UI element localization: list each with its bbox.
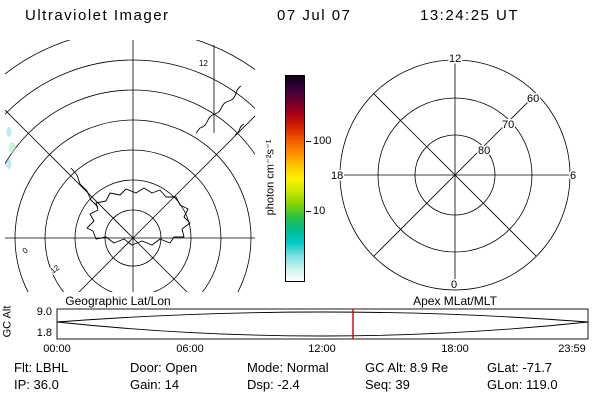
map-meridian-label-b: 12: [49, 263, 62, 276]
x-tick-0000: 00:00: [43, 343, 71, 355]
apex-polar-grid: 12 0 18 6 60 70 80: [330, 52, 578, 293]
coastline-fragment: [195, 85, 242, 134]
x-tick-2359: 23:59: [558, 343, 586, 355]
colorbar-gradient: [285, 75, 305, 282]
colorbar-tick-value: 100: [313, 135, 332, 147]
status-seq: Seq: 39: [365, 377, 410, 392]
x-tick-1200: 12:00: [308, 343, 336, 355]
header-date: 07 Jul 07: [277, 7, 352, 24]
antarctica-coastline: [86, 187, 191, 246]
aurora-emission-specks: [6, 127, 16, 169]
map-meridian-label-top: 12: [199, 59, 208, 68]
mlt-spokes: [340, 60, 570, 290]
orbit-lower-curve: [56, 321, 589, 337]
gc-alt-strip-chart: [56, 308, 589, 340]
mlat-label-70: 70: [502, 119, 514, 131]
y-tick-max: 9.0: [36, 306, 52, 318]
left-panel-caption: Geographic Lat/Lon: [65, 294, 171, 308]
mlt-label-6: 6: [570, 170, 576, 182]
status-flt: Flt: LBHL: [14, 360, 69, 375]
x-tick-0600: 06:00: [176, 343, 204, 355]
status-glat: GLat: -71.7: [487, 360, 553, 375]
colorbar-unit-label: photon cm⁻²s⁻¹: [264, 139, 277, 216]
meridian-lines: [5, 40, 255, 292]
strip-chart-frame: [56, 308, 589, 340]
app-title: Ultraviolet Imager: [25, 7, 170, 24]
mlt-label-0: 0: [451, 279, 457, 291]
mlt-label-18: 18: [331, 170, 343, 182]
antarctic-peninsula: [70, 167, 99, 208]
status-gain: Gain: 14: [130, 377, 180, 392]
geographic-map: 12 0 12: [5, 40, 255, 292]
right-panel-caption: Apex MLat/MLT: [413, 294, 497, 308]
latitude-circles: [5, 40, 255, 292]
colorbar-tickmark: [306, 140, 311, 142]
status-ip: IP: 36.0: [14, 377, 59, 392]
coastline-fragment-small: [234, 123, 245, 136]
mlat-label-60: 60: [527, 93, 539, 105]
orbit-upper-curve: [56, 311, 589, 323]
status-glon: GLon: 119.0: [487, 377, 558, 392]
status-door: Door: Open: [130, 360, 198, 375]
colorbar-tick-100: 100: [306, 135, 331, 147]
mlt-label-12: 12: [449, 53, 461, 65]
x-tick-1800: 18:00: [441, 343, 469, 355]
colorbar-tickmark: [306, 210, 311, 212]
status-mode: Mode: Normal: [247, 360, 329, 375]
map-meridian-label-a: 0: [21, 245, 30, 255]
status-gc-alt: GC Alt: 8.9 Re: [365, 360, 449, 375]
mlat-label-80: 80: [478, 145, 490, 157]
header-time: 13:24:25 UT: [420, 7, 520, 24]
colorbar-tick-10: 10: [306, 205, 325, 217]
gc-alt-axis-label: GC Alt: [1, 305, 14, 338]
status-dsp: Dsp: -2.4: [247, 377, 300, 392]
y-tick-min: 1.8: [36, 327, 52, 339]
colorbar-tick-value: 10: [313, 205, 326, 217]
